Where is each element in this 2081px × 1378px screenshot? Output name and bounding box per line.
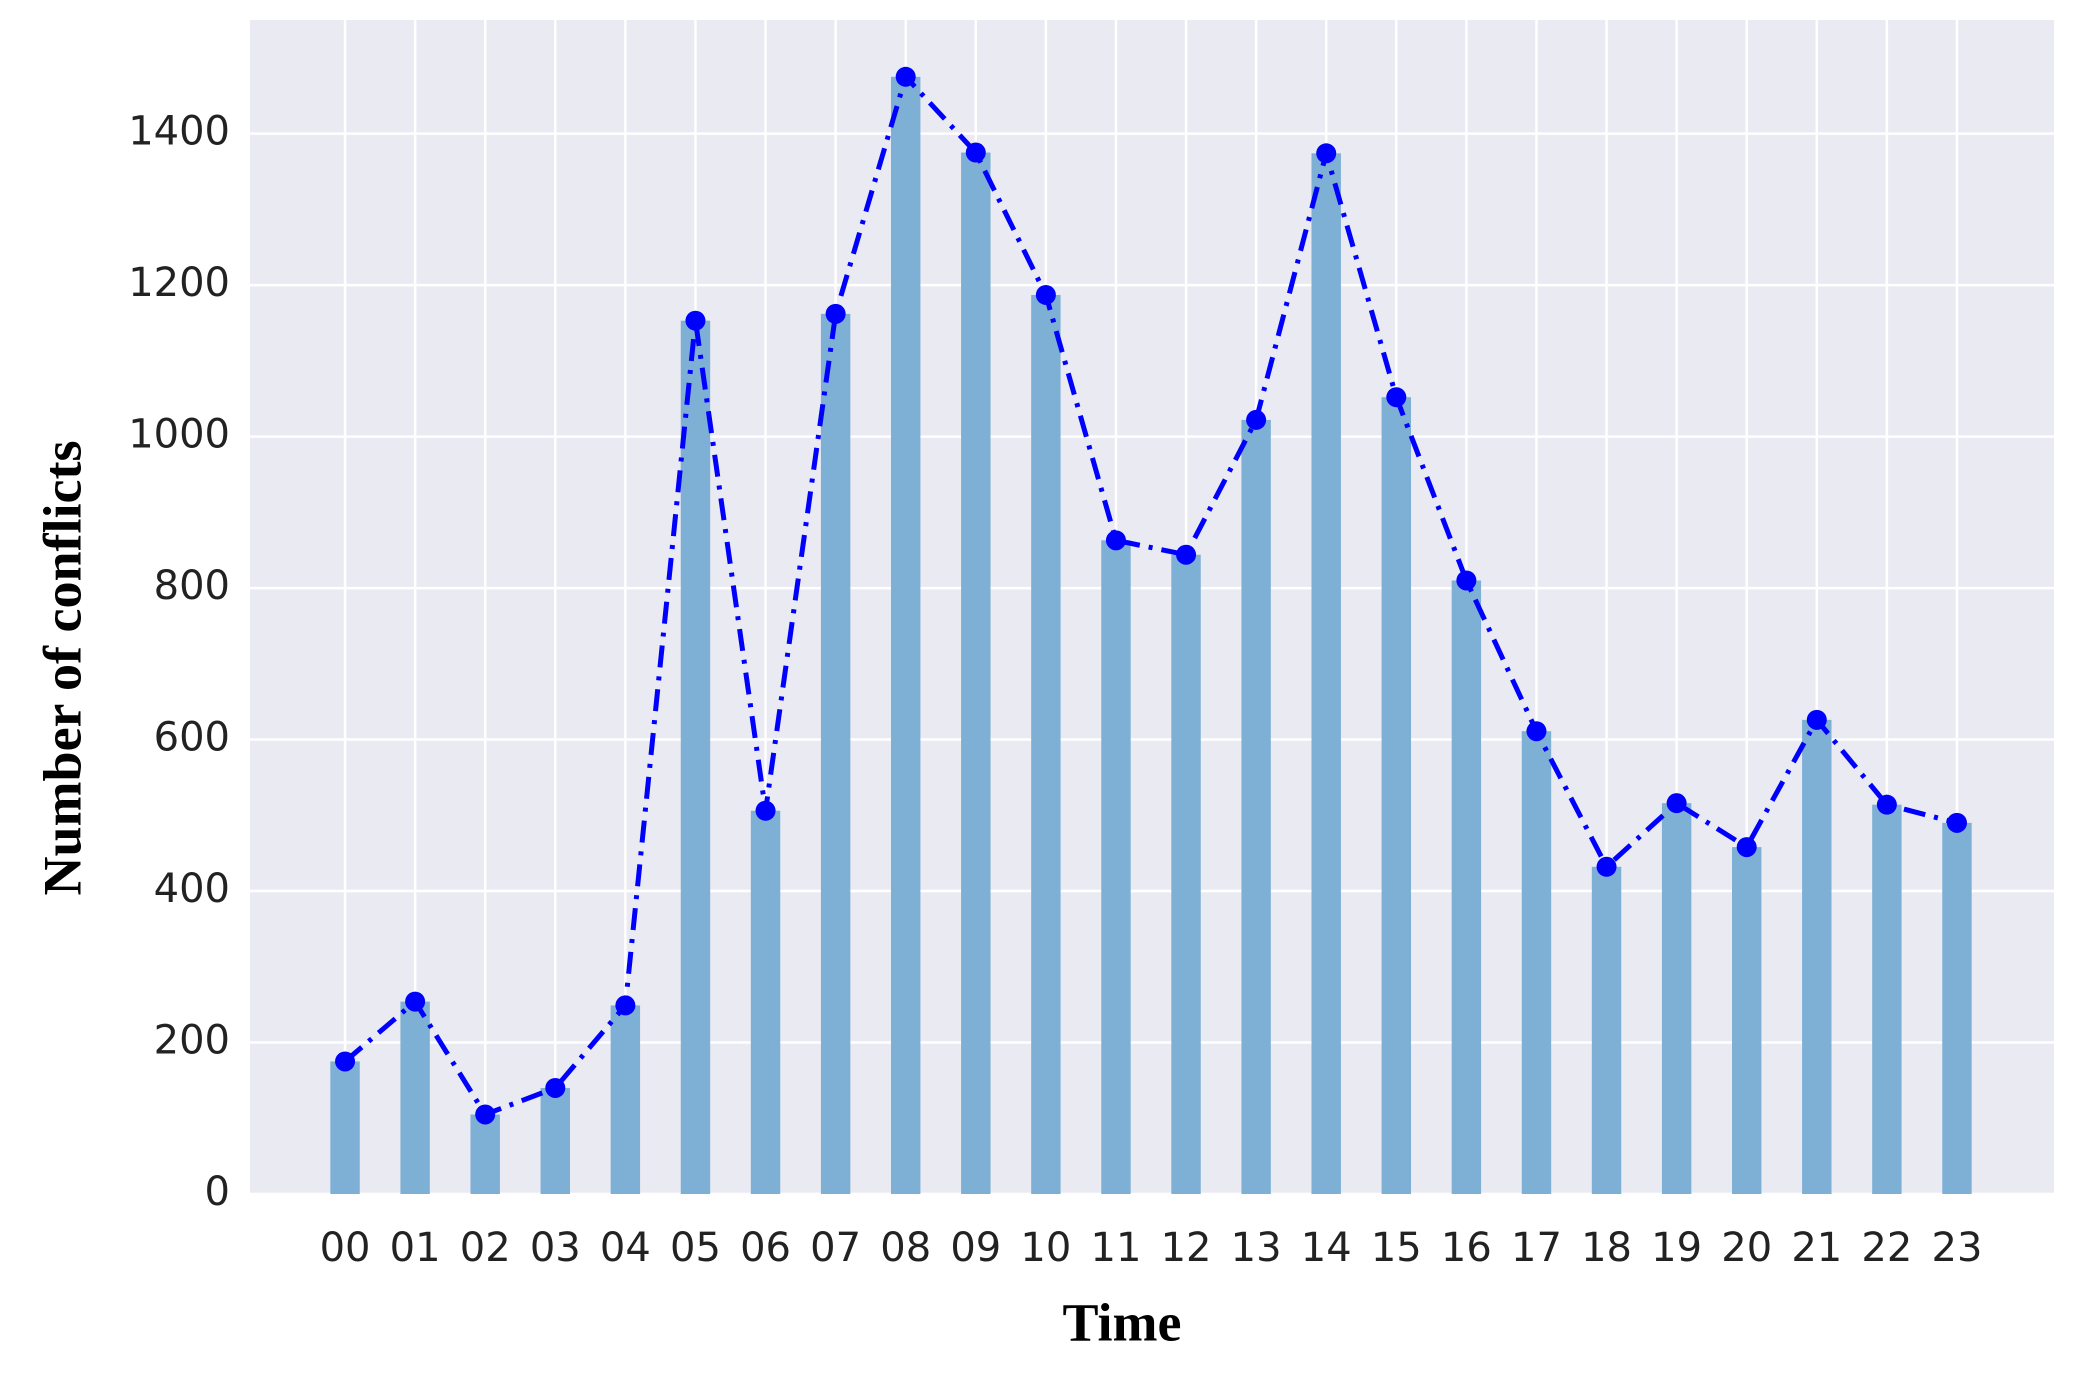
y-tick-label: 1200 bbox=[128, 260, 230, 306]
x-tick-label: 05 bbox=[670, 1225, 721, 1271]
x-tick-label: 20 bbox=[1721, 1225, 1772, 1271]
line-marker bbox=[755, 800, 776, 821]
line-marker bbox=[1456, 570, 1477, 591]
y-tick-label: 1000 bbox=[128, 412, 230, 458]
x-axis-title: Time bbox=[1063, 1292, 1182, 1352]
line-marker bbox=[1176, 544, 1197, 565]
bar bbox=[1731, 847, 1762, 1194]
x-tick-label: 00 bbox=[320, 1225, 371, 1271]
line-marker bbox=[1246, 409, 1267, 430]
bar bbox=[1872, 804, 1902, 1194]
line-marker bbox=[685, 310, 706, 331]
x-tick-label: 15 bbox=[1371, 1225, 1422, 1271]
line-marker bbox=[335, 1051, 356, 1072]
x-tick-label: 22 bbox=[1861, 1225, 1912, 1271]
x-tick-label: 14 bbox=[1301, 1225, 1352, 1271]
x-tick-label: 01 bbox=[390, 1225, 441, 1271]
line-marker bbox=[825, 303, 846, 324]
bar bbox=[890, 76, 921, 1195]
line-marker bbox=[1035, 284, 1056, 305]
line-marker bbox=[1105, 530, 1126, 551]
y-tick-label: 800 bbox=[154, 563, 230, 609]
y-tick-label: 0 bbox=[205, 1169, 230, 1215]
x-tick-label: 16 bbox=[1441, 1225, 1492, 1271]
line bbox=[343, 71, 1958, 1118]
bar bbox=[1381, 397, 1412, 1194]
bar bbox=[1101, 540, 1131, 1194]
line-marker bbox=[1386, 387, 1407, 408]
y-tick-label: 1400 bbox=[128, 109, 230, 155]
bar bbox=[540, 1087, 571, 1194]
plot-area bbox=[250, 20, 2054, 1194]
x-tick-label: 09 bbox=[950, 1225, 1001, 1271]
y-tick-label: 200 bbox=[154, 1018, 230, 1064]
x-tick-label: 21 bbox=[1791, 1225, 1842, 1271]
line-marker bbox=[1316, 143, 1337, 164]
bar bbox=[330, 1061, 360, 1194]
bar bbox=[820, 313, 851, 1194]
line-marker bbox=[1596, 856, 1617, 877]
x-tick-label: 03 bbox=[530, 1225, 581, 1271]
bar bbox=[1241, 419, 1271, 1194]
line-marker bbox=[1806, 709, 1827, 730]
line-marker bbox=[1666, 793, 1687, 814]
x-tick-label: 06 bbox=[740, 1225, 791, 1271]
bar bbox=[680, 320, 711, 1194]
x-tick-label: 18 bbox=[1581, 1225, 1632, 1271]
line-marker bbox=[1736, 837, 1757, 858]
bar bbox=[1311, 153, 1341, 1195]
x-tick-label: 08 bbox=[880, 1225, 931, 1271]
x-tick-label: 04 bbox=[600, 1225, 651, 1271]
bar bbox=[610, 1005, 641, 1194]
x-tick-label: 10 bbox=[1020, 1225, 1071, 1271]
bar bbox=[1171, 554, 1201, 1194]
x-tick-label: 07 bbox=[810, 1225, 861, 1271]
bar bbox=[1661, 803, 1692, 1194]
line-marker bbox=[1526, 721, 1547, 742]
bar bbox=[1031, 294, 1061, 1194]
x-tick-label: 11 bbox=[1091, 1225, 1142, 1271]
bar bbox=[750, 810, 781, 1194]
y-tick-label: 400 bbox=[154, 866, 230, 912]
x-tick-label: 19 bbox=[1651, 1225, 1702, 1271]
x-tick-label: 12 bbox=[1161, 1225, 1212, 1271]
line-marker bbox=[1876, 794, 1897, 815]
line-marker bbox=[545, 1077, 566, 1098]
bar bbox=[961, 152, 991, 1195]
line-marker bbox=[965, 142, 986, 163]
x-tick-label: 23 bbox=[1932, 1225, 1983, 1271]
line-marker bbox=[405, 991, 426, 1012]
y-tick-label: 600 bbox=[154, 715, 230, 761]
bar bbox=[1451, 580, 1482, 1194]
x-tick-label: 17 bbox=[1511, 1225, 1562, 1271]
line-marker bbox=[1946, 812, 1967, 833]
line-marker bbox=[475, 1104, 496, 1125]
bar bbox=[1521, 731, 1552, 1194]
bar bbox=[1802, 719, 1832, 1194]
line-marker bbox=[895, 66, 916, 87]
bar bbox=[400, 1001, 430, 1194]
x-tick-label: 13 bbox=[1231, 1225, 1282, 1271]
y-axis-title: Number of conflicts bbox=[32, 441, 92, 896]
bar bbox=[1591, 866, 1622, 1194]
x-tick-label: 02 bbox=[460, 1225, 511, 1271]
bar bbox=[470, 1114, 500, 1194]
bar bbox=[1942, 822, 1972, 1194]
line-marker bbox=[615, 995, 636, 1016]
